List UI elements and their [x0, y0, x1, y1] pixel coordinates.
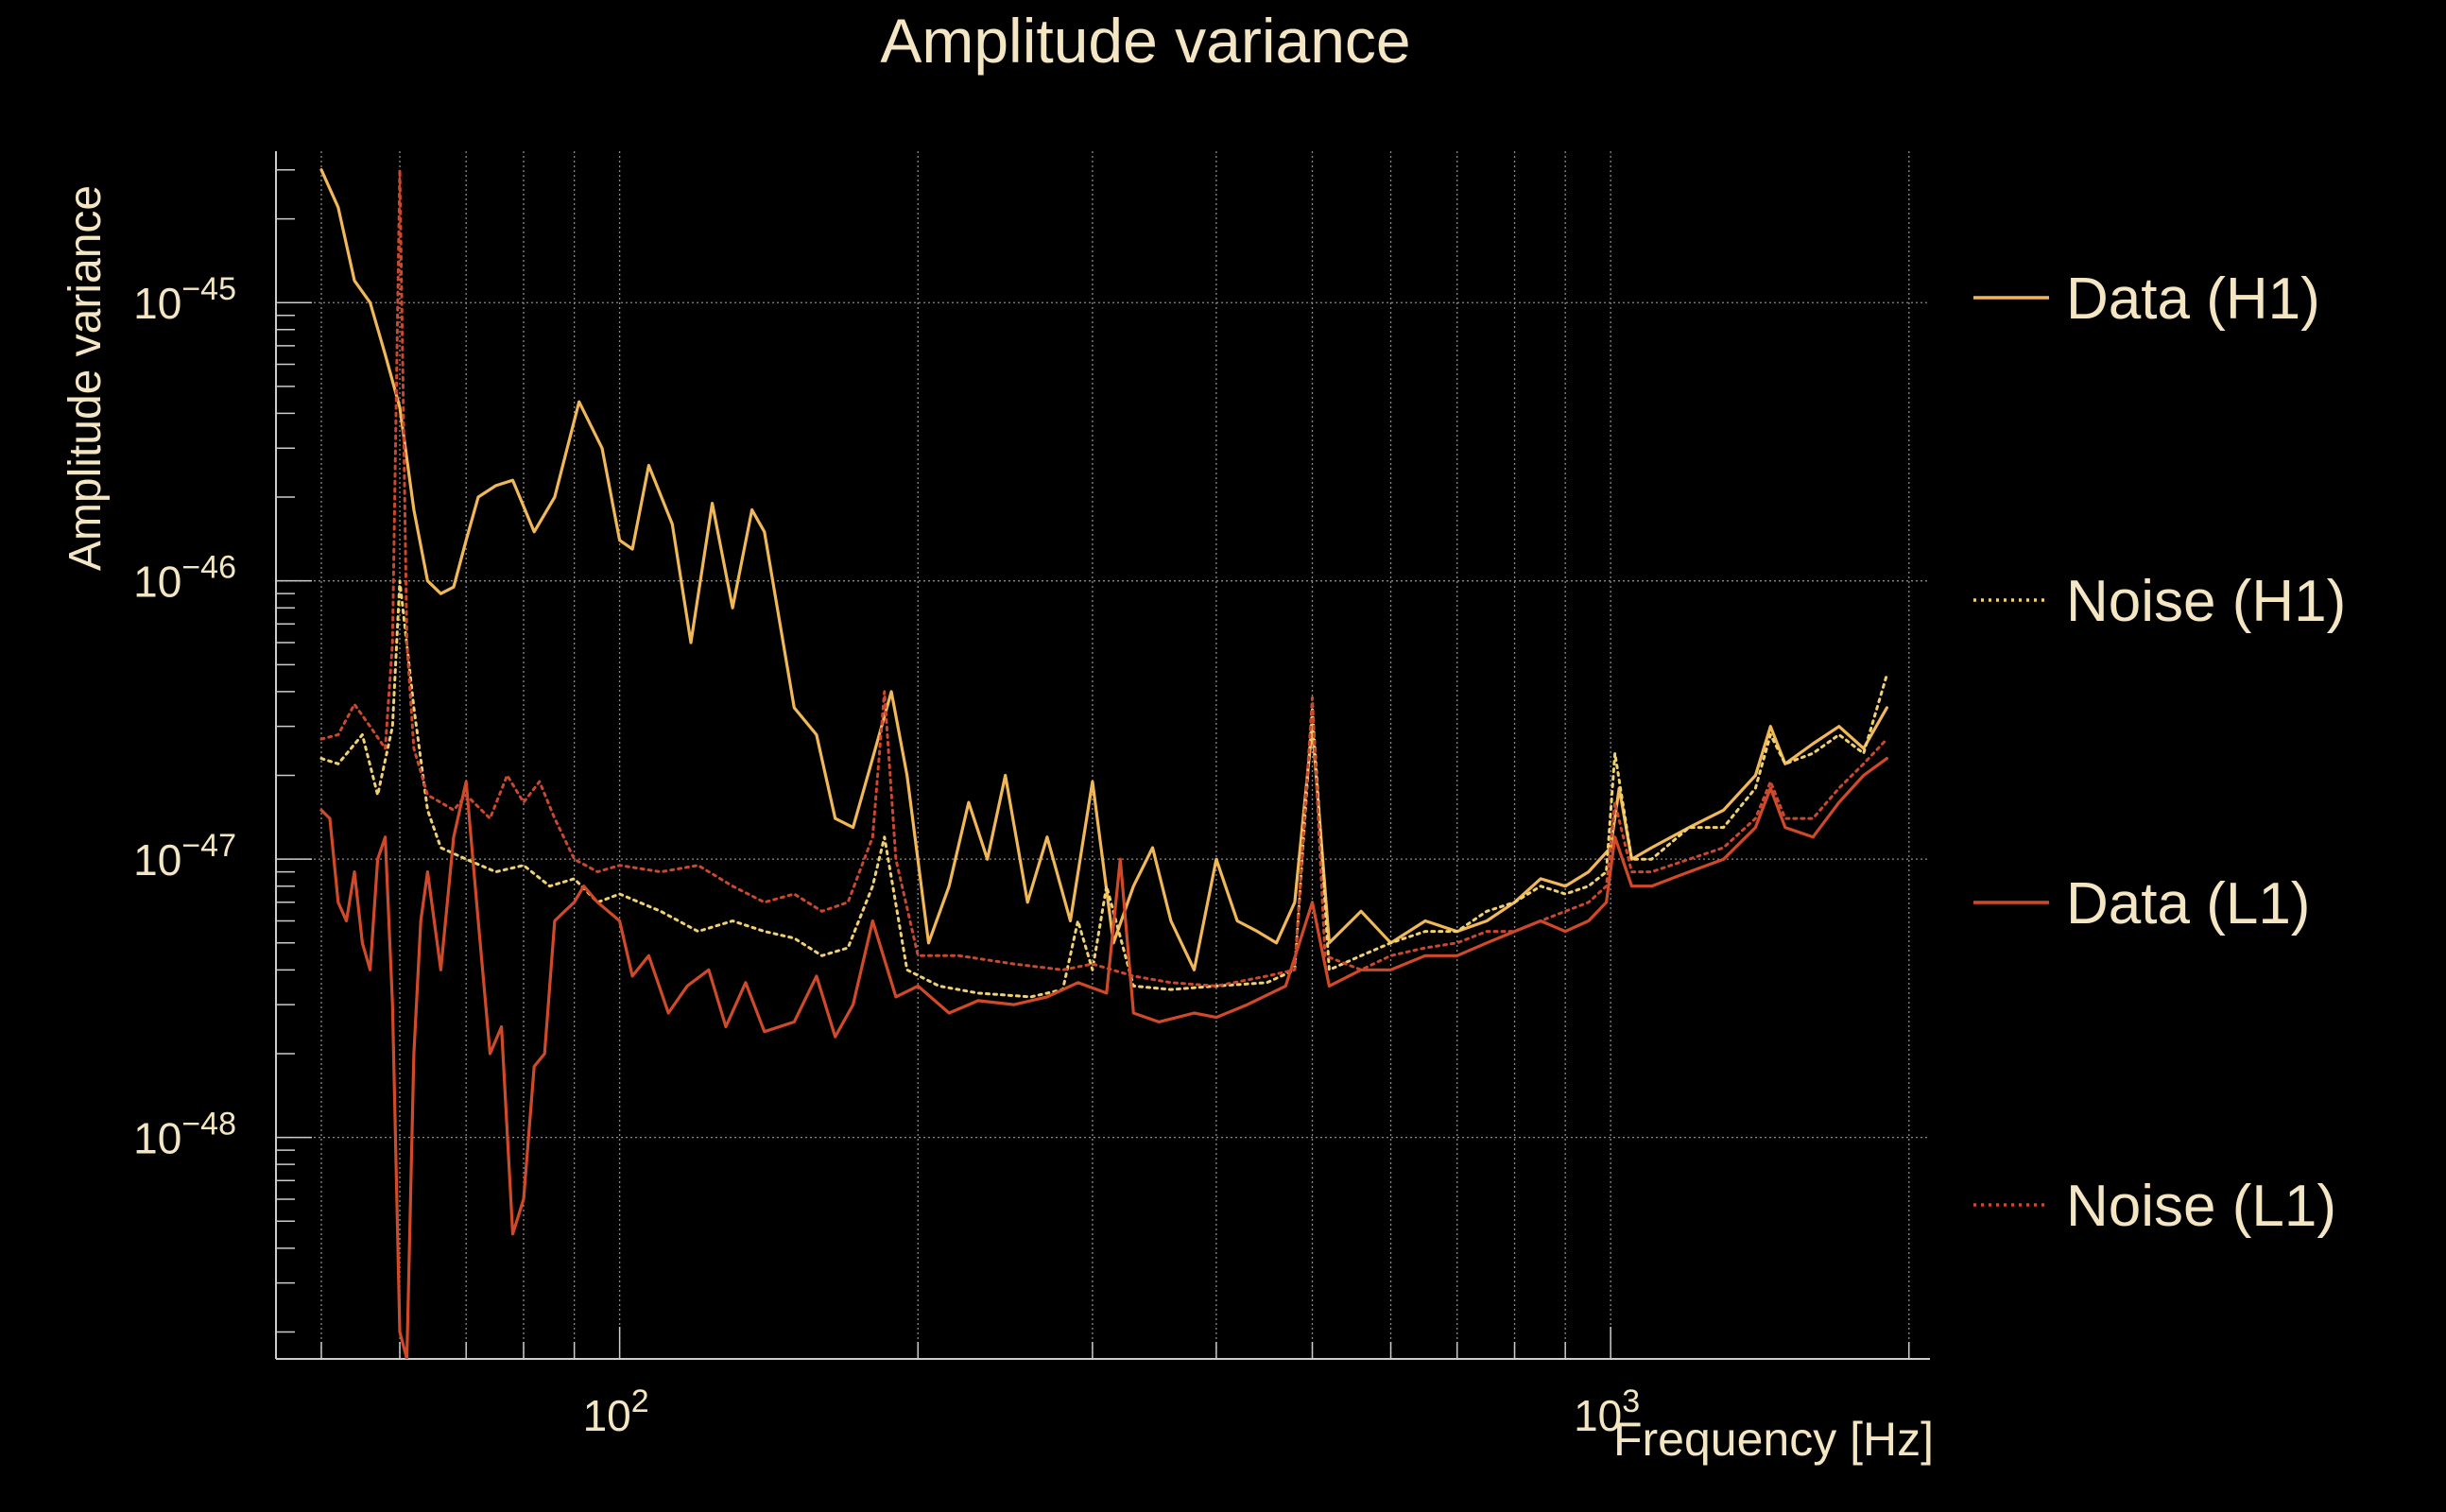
- axes-layer: 10−45 10−46 10−47 10−48 102 103: [133, 151, 1930, 1440]
- chart-title: Amplitude variance: [880, 6, 1410, 76]
- legend-label-data-h1: Data (H1): [2066, 266, 2320, 332]
- series-line-noise-h1: [319, 579, 1888, 999]
- x-tick-label: 102: [583, 1383, 649, 1440]
- legend-label-data-l1: Data (L1): [2066, 871, 2310, 936]
- y-tick-label: 10−47: [133, 828, 236, 885]
- grid-layer: [276, 151, 1930, 1359]
- y-tick-label: 10−45: [133, 271, 236, 328]
- x-axis-label: Frequency [Hz]: [1613, 1413, 1934, 1466]
- series-layer: [319, 168, 1889, 1359]
- series-line-data-l1: [319, 756, 1889, 1359]
- y-tick-label: 10−46: [133, 550, 236, 607]
- series-line-data-h1: [319, 168, 1889, 971]
- legend-label-noise-l1: Noise (L1): [2066, 1174, 2336, 1239]
- x-tick-label: 103: [1574, 1383, 1640, 1440]
- y-axis-label: Amplitude variance: [60, 185, 111, 571]
- series-line-noise-l1: [319, 168, 1888, 988]
- y-tick-label: 10−48: [133, 1107, 236, 1163]
- legend: Data (H1) Noise (H1) Data (L1) Noise (L1): [1973, 266, 2346, 1239]
- legend-label-noise-h1: Noise (H1): [2066, 569, 2346, 634]
